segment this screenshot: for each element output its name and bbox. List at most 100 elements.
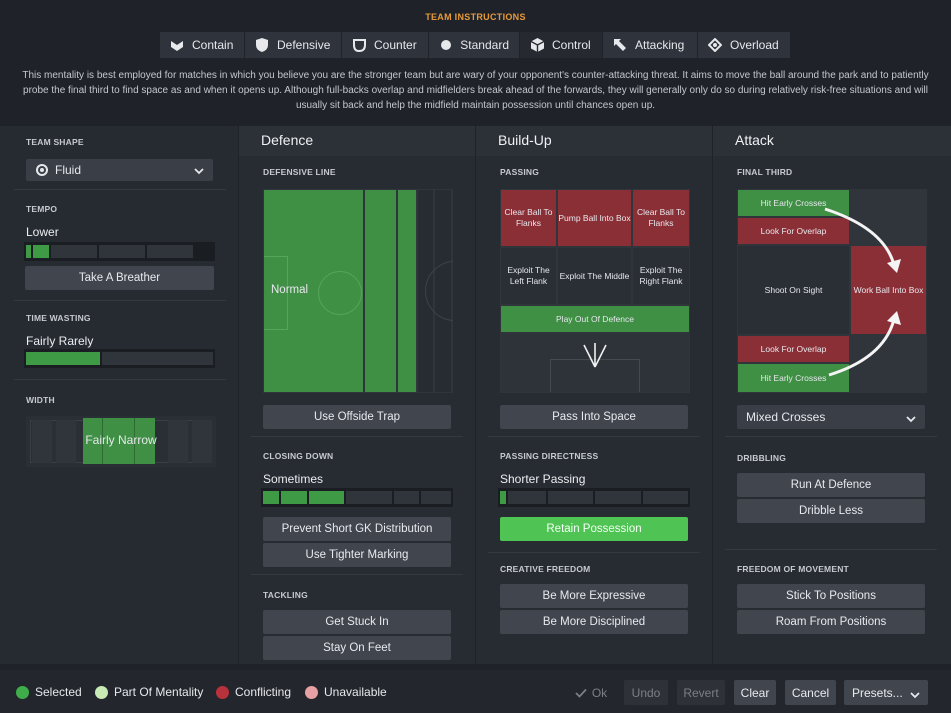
tab-standard[interactable]: Standard [429, 32, 520, 58]
tackling-label: TACKLING [263, 590, 308, 600]
team-shape-label: TEAM SHAPE [26, 137, 84, 147]
exploit-right-flank-option[interactable]: Exploit The Right Flank [633, 248, 689, 304]
time-wasting-slider[interactable] [24, 349, 215, 368]
tab-attacking[interactable]: Attacking [603, 32, 698, 58]
mentality-description: This mentality is best employed for matc… [22, 70, 929, 111]
attack-panel: Attack FINAL THIRD Hit Early Crosses Loo… [713, 126, 951, 664]
time-wasting-label: TIME WASTING [26, 313, 91, 323]
legend-unavailable: Unavailable [305, 685, 387, 699]
be-more-disciplined-button[interactable]: Be More Disciplined [500, 610, 688, 634]
shield-icon [255, 38, 269, 52]
ok-button[interactable]: Ok [568, 680, 614, 705]
buildup-panel: Build-Up PASSING Clear Ball To Flanks Pu… [476, 126, 712, 664]
revert-button[interactable]: Revert [677, 680, 725, 705]
chevron-down-icon [906, 412, 916, 426]
presets-dropdown[interactable]: Presets... [844, 680, 928, 705]
passing-directness-slider[interactable] [498, 488, 690, 507]
crossing-dropdown[interactable]: Mixed Crosses [737, 405, 925, 429]
tab-label: Control [552, 38, 591, 52]
shoot-on-sight-option[interactable]: Shoot On Sight [738, 246, 849, 334]
width-pitch[interactable]: Fairly Narrow [26, 416, 216, 467]
roam-from-positions-button[interactable]: Roam From Positions [737, 610, 925, 634]
time-wasting-value: Fairly Rarely [26, 334, 94, 348]
selected-dot-icon [16, 685, 29, 699]
prevent-short-gk-distribution-button[interactable]: Prevent Short GK Distribution [263, 517, 451, 541]
passing-pitch: Clear Ball To Flanks Pump Ball Into Box … [500, 189, 690, 393]
width-selection [83, 418, 155, 464]
run-at-defence-button[interactable]: Run At Defence [737, 473, 925, 497]
conflicting-dot-icon [216, 685, 229, 699]
width-label: WIDTH [26, 395, 55, 405]
team-shape-panel: TEAM SHAPE Fluid TEMPO Lower Take A Brea… [0, 126, 238, 664]
tab-overload[interactable]: Overload [698, 32, 790, 58]
tab-label: Overload [730, 38, 779, 52]
stick-to-positions-button[interactable]: Stick To Positions [737, 584, 925, 608]
undo-button[interactable]: Undo [624, 680, 668, 705]
get-stuck-in-button[interactable]: Get Stuck In [263, 610, 451, 634]
pump-ball-into-box-option[interactable]: Pump Ball Into Box [558, 190, 631, 246]
team-shape-dropdown[interactable]: Fluid [26, 159, 213, 181]
hit-early-crosses-right-option[interactable]: Hit Early Crosses [738, 364, 849, 392]
legend-selected: Selected [16, 685, 82, 699]
tab-control[interactable]: Control [520, 32, 603, 58]
crossing-value: Mixed Crosses [746, 410, 826, 424]
use-offside-trap-button[interactable]: Use Offside Trap [263, 405, 451, 429]
defensive-line-value: Normal [271, 284, 309, 296]
play-out-of-defence-option[interactable]: Play Out Of Defence [501, 306, 689, 332]
legend-part-of-mentality: Part Of Mentality [95, 685, 203, 699]
exploit-middle-option[interactable]: Exploit The Middle [558, 248, 631, 304]
closing-down-label: CLOSING DOWN [263, 451, 334, 461]
freedom-of-movement-label: FREEDOM OF MOVEMENT [737, 564, 849, 574]
defensive-line-pitch[interactable]: Normal [263, 189, 453, 393]
clear-button[interactable]: Clear [734, 680, 776, 705]
tab-label: Attacking [635, 38, 685, 52]
clear-ball-left-option[interactable]: Clear Ball To Flanks [501, 190, 556, 246]
chevron-down-icon [194, 164, 204, 178]
stay-on-feet-button[interactable]: Stay On Feet [263, 636, 451, 660]
legend-conflicting: Conflicting [216, 685, 291, 699]
dribbling-label: DRIBBLING [737, 453, 787, 463]
tab-label: Standard [460, 38, 509, 52]
overload-icon [708, 38, 722, 52]
retain-possession-button[interactable]: Retain Possession [500, 517, 688, 541]
unavailable-dot-icon [305, 685, 318, 699]
page-title: TEAM INSTRUCTIONS [425, 12, 526, 22]
passing-directness-value: Shorter Passing [500, 472, 586, 486]
work-ball-into-box-option[interactable]: Work Ball Into Box [851, 246, 926, 334]
tempo-label: TEMPO [26, 204, 58, 214]
standard-icon [439, 38, 452, 52]
check-icon [575, 688, 587, 698]
final-third-label: FINAL THIRD [737, 167, 793, 177]
clear-ball-right-option[interactable]: Clear Ball To Flanks [633, 190, 689, 246]
buildup-heading: Build-Up [476, 126, 712, 156]
mentality-tabs: Contain Defensive Counter Standard Contr… [160, 32, 790, 58]
take-a-breather-button[interactable]: Take A Breather [25, 266, 214, 290]
tab-contain[interactable]: Contain [160, 32, 245, 58]
final-third-pitch: Hit Early Crosses Look For Overlap Shoot… [737, 189, 927, 393]
look-for-overlap-left-option[interactable]: Look For Overlap [738, 218, 849, 244]
dribble-less-button[interactable]: Dribble Less [737, 499, 925, 523]
passing-label: PASSING [500, 167, 540, 177]
passing-directness-label: PASSING DIRECTNESS [500, 451, 599, 461]
defence-panel: Defence DEFENSIVE LINE Normal Use Offsid… [239, 126, 475, 664]
exploit-left-flank-option[interactable]: Exploit The Left Flank [501, 248, 556, 304]
tab-counter[interactable]: Counter [342, 32, 429, 58]
tab-label: Counter [374, 38, 417, 52]
closing-down-slider[interactable] [261, 488, 453, 507]
counter-icon [352, 38, 366, 52]
fluid-icon [35, 163, 49, 177]
tab-defensive[interactable]: Defensive [245, 32, 342, 58]
chevron-down-icon [910, 688, 920, 702]
tempo-slider[interactable] [24, 242, 215, 261]
attack-heading: Attack [713, 126, 951, 156]
cube-icon [530, 38, 544, 52]
mentality-dot-icon [95, 685, 108, 699]
pass-into-space-button[interactable]: Pass Into Space [500, 405, 688, 429]
use-tighter-marking-button[interactable]: Use Tighter Marking [263, 543, 451, 567]
look-for-overlap-right-option[interactable]: Look For Overlap [738, 336, 849, 362]
be-more-expressive-button[interactable]: Be More Expressive [500, 584, 688, 608]
team-shape-value: Fluid [55, 163, 82, 177]
defensive-line-label: DEFENSIVE LINE [263, 167, 336, 177]
cancel-button[interactable]: Cancel [785, 680, 836, 705]
tab-label: Defensive [277, 38, 331, 52]
